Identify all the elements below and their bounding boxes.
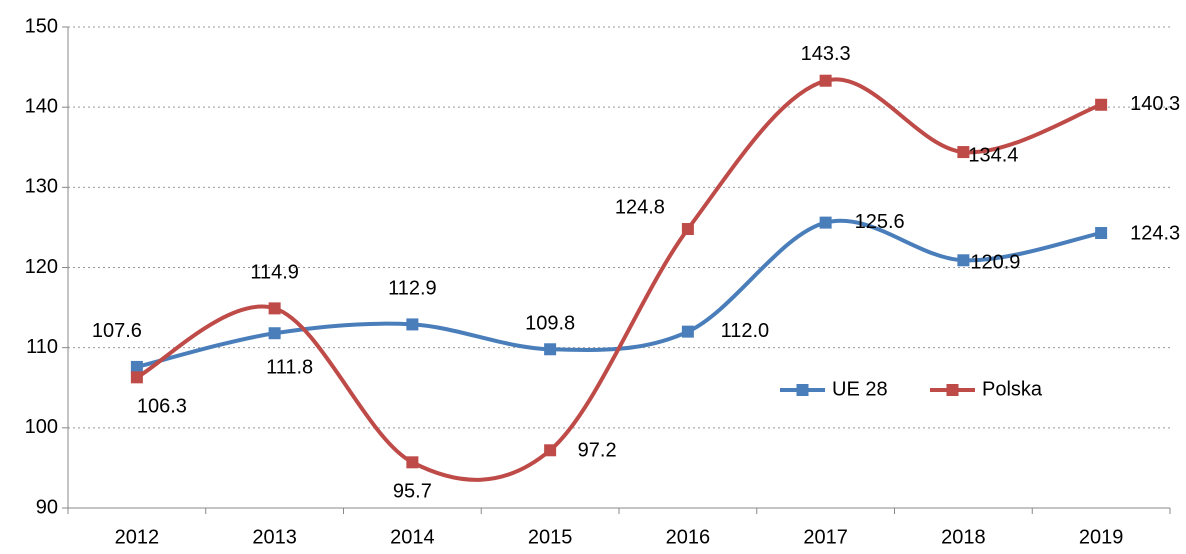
x-tick-label: 2018 [941, 526, 986, 548]
data-label: 95.7 [393, 481, 432, 503]
y-tick-label: 150 [25, 15, 58, 37]
data-label: 106.3 [137, 396, 187, 418]
y-tick-label: 110 [26, 336, 58, 358]
data-label: 143.3 [801, 43, 851, 65]
data-label: 134.4 [968, 144, 1018, 166]
marker [1095, 98, 1108, 111]
data-label: 97.2 [578, 440, 617, 462]
marker [130, 371, 143, 384]
marker [1095, 227, 1108, 240]
data-label: 112.0 [721, 320, 770, 342]
legend-marker [796, 384, 809, 396]
x-tick-label: 2016 [666, 526, 711, 548]
data-label: 107.6 [92, 320, 142, 342]
marker [406, 318, 419, 331]
x-tick-label: 2013 [252, 526, 297, 548]
x-tick-label: 2012 [115, 526, 160, 548]
data-label: 111.8 [266, 357, 313, 379]
marker [268, 302, 281, 315]
data-label: 125.6 [855, 211, 905, 233]
y-tick-label: 100 [25, 416, 58, 438]
y-tick-label: 90 [36, 496, 58, 518]
x-tick-label: 2017 [803, 526, 848, 548]
marker [681, 223, 694, 236]
marker [957, 146, 970, 159]
x-tick-label: 2015 [528, 526, 573, 548]
data-label: 124.8 [615, 196, 665, 218]
series-line [135, 77, 1102, 482]
marker [406, 456, 419, 469]
legend-label: UE 28 [832, 378, 888, 400]
marker [819, 74, 832, 87]
marker [544, 444, 557, 457]
data-label: 120.9 [970, 252, 1020, 274]
marker [957, 254, 970, 267]
data-label: 109.8 [525, 313, 575, 335]
y-tick-label: 120 [25, 256, 58, 278]
y-tick-label: 140 [25, 95, 58, 117]
marker [544, 343, 557, 356]
data-label: 140.3 [1130, 93, 1180, 115]
marker [130, 360, 143, 373]
legend-label: Polska [982, 378, 1043, 400]
data-label: 112.9 [388, 278, 437, 300]
data-label: 124.3 [1130, 222, 1180, 244]
y-tick-label: 130 [25, 176, 58, 198]
marker [819, 216, 832, 229]
legend-marker [946, 384, 959, 396]
x-tick-label: 2019 [1079, 526, 1124, 548]
marker [268, 327, 281, 340]
series-line [136, 218, 1102, 369]
data-label: 114.9 [250, 262, 299, 284]
x-tick-label: 2014 [390, 526, 435, 548]
marker [681, 325, 694, 338]
